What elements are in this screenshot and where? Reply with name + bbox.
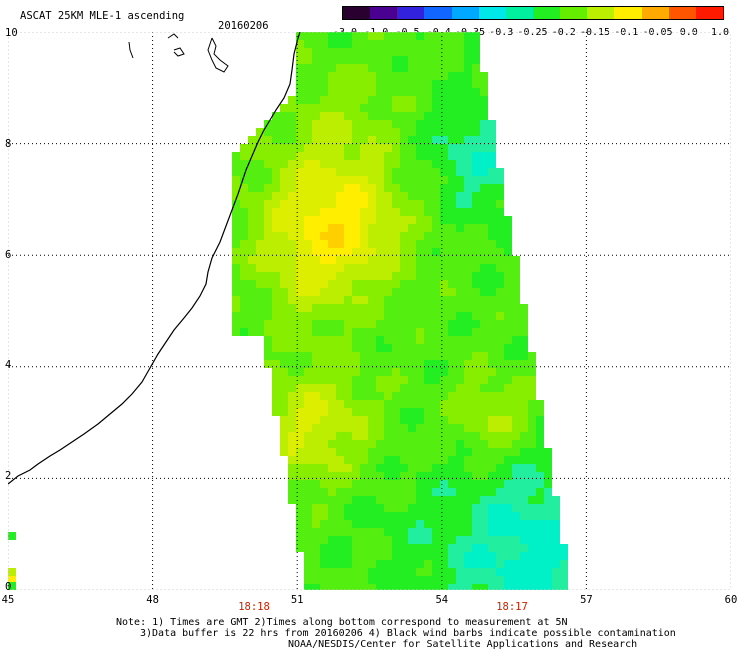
- date-label: 20160206: [218, 20, 269, 32]
- colorbar-segment: [587, 7, 616, 19]
- colorbar-tick-label: 1.0: [710, 27, 730, 38]
- colorbar-segment: [505, 7, 534, 19]
- y-tick-label: 10: [5, 27, 18, 39]
- colorbar-tick-label: -0.1: [614, 27, 639, 38]
- colorbar-tick-label: -0.15: [579, 27, 611, 38]
- time-label-east: 18:17: [496, 601, 528, 613]
- colorbar-segment: [614, 7, 643, 19]
- wind-swath: [8, 32, 568, 590]
- colorbar: [342, 6, 724, 20]
- y-tick-label: 0: [5, 581, 12, 593]
- colorbar-segment: [451, 7, 480, 19]
- colorbar-segment: [560, 7, 589, 19]
- colorbar-segment: [478, 7, 507, 19]
- colorbar-segment: [343, 7, 372, 19]
- island-fragments: [128, 33, 229, 73]
- y-tick-label: 6: [5, 248, 12, 261]
- x-tick-label: 57: [580, 594, 593, 606]
- x-tick-label: 60: [724, 594, 738, 606]
- colorbar-segment: [668, 7, 697, 19]
- y-tick-label: 8: [5, 137, 12, 150]
- note-line-1: Note: 1) Times are GMT 2)Times along bot…: [116, 617, 568, 628]
- colorbar-tick-label: -0.2: [551, 27, 576, 38]
- note-line-3: NOAA/NESDIS/Center for Satellite Applica…: [288, 639, 638, 650]
- x-tick-label: 51: [290, 594, 304, 606]
- map-plot-area: [8, 32, 731, 590]
- y-tick-label: 4: [5, 359, 12, 372]
- x-tick-label: 45: [1, 594, 15, 606]
- x-tick-label: 48: [146, 594, 159, 606]
- colorbar-segment: [533, 7, 562, 19]
- coastline: [8, 32, 301, 485]
- colorbar-segment: [424, 7, 453, 19]
- y-tick-label: 2: [5, 470, 12, 483]
- time-label-west: 18:18: [238, 601, 270, 613]
- colorbar-segment: [370, 7, 399, 19]
- note-line-2: 3)Data buffer is 22 hrs from 20160206 4)…: [140, 628, 676, 639]
- x-tick-label: 54: [435, 594, 449, 606]
- colorbar-segment: [641, 7, 670, 19]
- title: ASCAT 25KM MLE-1 ascending: [20, 10, 185, 22]
- colorbar-segment: [695, 7, 723, 19]
- lat-lon-grid: [8, 32, 731, 590]
- map-svg: [8, 32, 731, 590]
- colorbar-segment: [397, 7, 426, 19]
